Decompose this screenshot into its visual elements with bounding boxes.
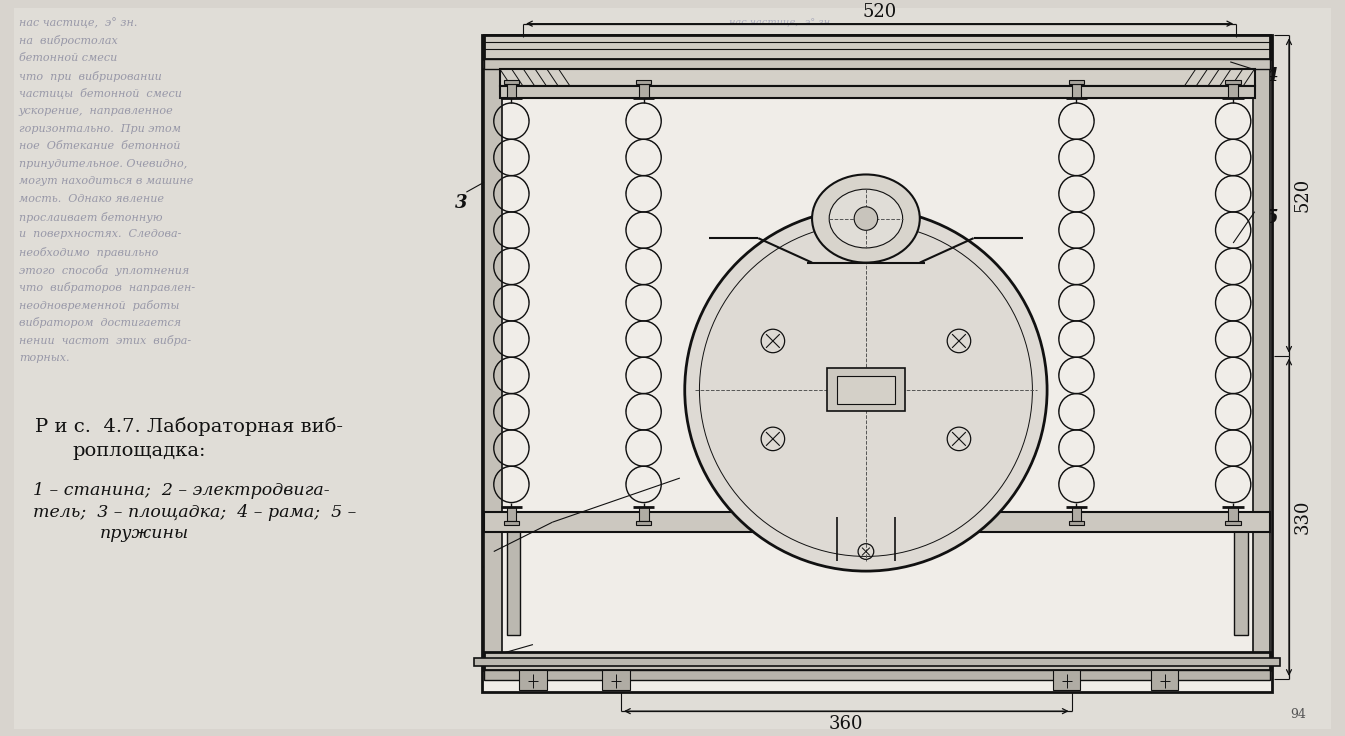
Circle shape <box>685 209 1048 571</box>
Circle shape <box>854 207 878 230</box>
Bar <box>636 521 651 525</box>
Bar <box>1252 68 1271 654</box>
Bar <box>639 85 648 98</box>
Text: ускорение,  направленное: ускорение, направленное <box>19 106 174 116</box>
Bar <box>827 369 905 411</box>
Text: ное  Обтекание  бетонной: ное Обтекание бетонной <box>19 141 180 151</box>
Bar <box>499 68 1255 86</box>
Text: 520: 520 <box>862 3 897 21</box>
Bar <box>1151 670 1178 690</box>
Bar <box>603 670 629 690</box>
Bar <box>475 658 1280 666</box>
Text: 1 – станина;  2 – электродвига-: 1 – станина; 2 – электродвига- <box>34 482 330 499</box>
Text: и  поверхностях.  Следова-: и поверхностях. Следова- <box>19 230 182 239</box>
Bar <box>1228 85 1237 98</box>
Text: неодновременной  работы: неодновременной работы <box>19 300 179 311</box>
Bar <box>484 68 502 654</box>
Bar <box>1069 80 1084 85</box>
Text: необходимо  правильно: необходимо правильно <box>19 247 159 258</box>
Text: нас частице,  э° зн.: нас частице, э° зн. <box>729 18 833 26</box>
Text: нас частице,  э° зн.: нас частице, э° зн. <box>19 18 137 29</box>
Text: частицы  бетонной  смеси: частицы бетонной смеси <box>19 88 182 99</box>
Text: прослаивает бетонную: прослаивает бетонную <box>19 212 163 223</box>
Text: роплощадка:: роплощадка: <box>73 442 206 460</box>
Bar <box>482 35 1272 692</box>
Text: принудительное. Очевидно,: принудительное. Очевидно, <box>19 159 187 169</box>
Bar <box>519 670 546 690</box>
Bar <box>1072 85 1081 98</box>
Bar <box>1235 517 1248 634</box>
Text: на  вибростолах: на вибростолах <box>729 35 815 45</box>
Bar <box>482 35 1272 692</box>
Text: 94: 94 <box>1291 708 1306 721</box>
Text: вибратором  достигается: вибратором достигается <box>19 317 182 328</box>
Bar <box>1053 670 1080 690</box>
Text: 5: 5 <box>1266 209 1278 227</box>
Text: могут находиться в машине: могут находиться в машине <box>19 177 194 186</box>
Bar <box>1069 521 1084 525</box>
Bar <box>507 507 516 521</box>
Bar <box>499 86 1255 98</box>
Text: горизонтально.  При этом: горизонтально. При этом <box>19 124 180 133</box>
Text: 330: 330 <box>1294 500 1311 534</box>
Text: Р и с.  4.7. Лабораторная виб-: Р и с. 4.7. Лабораторная виб- <box>35 417 343 436</box>
Text: что  при  вибрировании: что при вибрировании <box>729 71 854 80</box>
Bar <box>1072 507 1081 521</box>
Bar <box>484 652 1271 670</box>
Bar <box>1225 80 1241 85</box>
Text: мость.  Однако явление: мость. Однако явление <box>19 194 164 204</box>
Bar <box>507 85 516 98</box>
Circle shape <box>849 372 884 408</box>
Text: тель;  3 – площадка;  4 – рама;  5 –: тель; 3 – площадка; 4 – рама; 5 – <box>34 503 356 520</box>
Text: на  вибростолах: на вибростолах <box>19 35 117 46</box>
Text: 1: 1 <box>494 654 506 673</box>
Bar <box>1225 521 1241 525</box>
Bar <box>484 35 1271 59</box>
Bar <box>1228 507 1237 521</box>
Bar <box>484 512 1271 532</box>
Text: что  при  вибрировании: что при вибрировании <box>19 71 161 82</box>
Text: что  вибраторов  направлен-: что вибраторов направлен- <box>19 282 195 293</box>
Bar <box>503 521 519 525</box>
Circle shape <box>857 380 876 400</box>
Text: 2: 2 <box>482 554 495 573</box>
Text: 4: 4 <box>1266 67 1278 85</box>
Text: бетонной смеси: бетонной смеси <box>729 53 815 62</box>
Text: пружины: пружины <box>100 525 190 542</box>
Bar <box>507 517 521 634</box>
Bar <box>837 376 896 403</box>
Bar <box>484 59 1271 68</box>
Bar <box>484 670 1271 680</box>
Text: 520: 520 <box>1294 178 1311 212</box>
Text: 3: 3 <box>455 194 467 212</box>
Text: бетонной смеси: бетонной смеси <box>19 53 117 63</box>
Text: нении  частот  этих  вибра-: нении частот этих вибра- <box>19 335 191 346</box>
Text: 360: 360 <box>829 715 863 733</box>
Text: торных.: торных. <box>19 353 70 363</box>
Text: этого  способа  уплотнения: этого способа уплотнения <box>19 264 190 275</box>
Bar <box>503 80 519 85</box>
Bar <box>636 80 651 85</box>
Ellipse shape <box>830 189 902 248</box>
Bar <box>639 507 648 521</box>
Ellipse shape <box>812 174 920 263</box>
